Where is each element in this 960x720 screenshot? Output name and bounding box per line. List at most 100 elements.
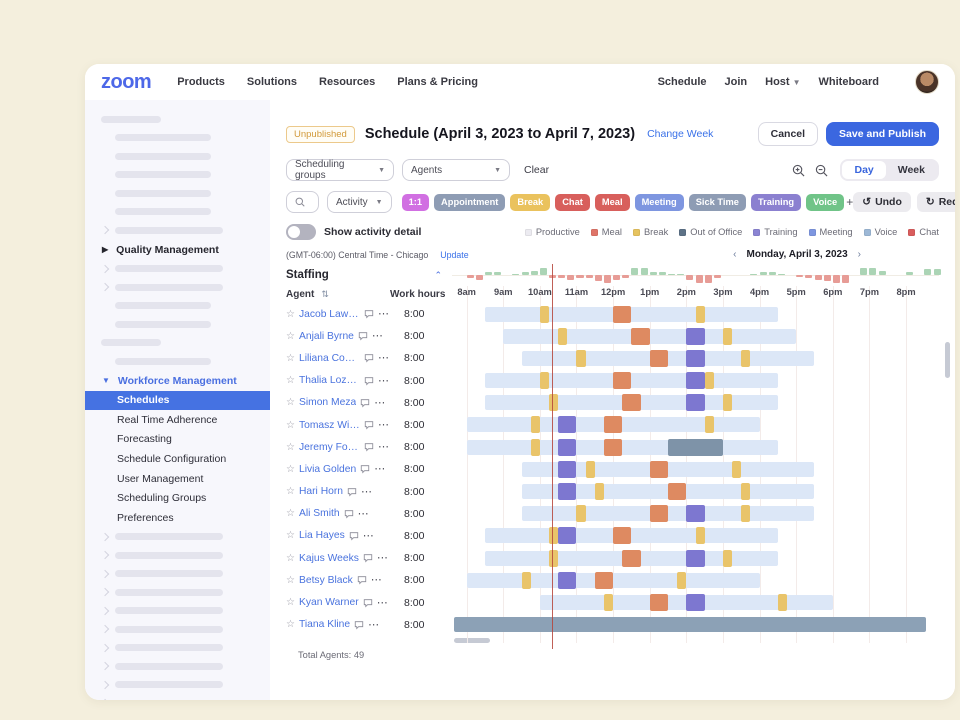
break-segment[interactable] <box>722 327 733 345</box>
training-segment[interactable] <box>686 349 705 367</box>
nav-link-schedule[interactable]: Schedule <box>657 76 707 88</box>
training-segment[interactable] <box>558 460 577 478</box>
break-segment[interactable] <box>704 372 714 390</box>
row-menu-icon[interactable]: ⋯ <box>370 574 383 586</box>
sidebar-item-user-management[interactable]: User Management <box>117 472 204 485</box>
break-segment[interactable] <box>741 349 751 367</box>
training-segment[interactable] <box>558 416 577 434</box>
shift-bar[interactable] <box>466 572 760 588</box>
week-tab[interactable]: Week <box>897 164 925 176</box>
table-row[interactable]: ☆ Ali Smith ⋯ 8:00 <box>286 503 939 525</box>
undo-button[interactable]: ↺ Undo <box>853 192 911 212</box>
row-menu-icon[interactable]: ⋯ <box>378 419 390 431</box>
agent-name-link[interactable]: Jacob Lawson <box>298 308 360 320</box>
sidebar-item-workforce-management[interactable]: ▼ Workforce Management <box>102 374 237 387</box>
table-row[interactable]: ☆ Jacob Lawson ⋯ 8:00 <box>286 303 939 325</box>
break-segment[interactable] <box>704 416 714 434</box>
star-icon[interactable]: ☆ <box>286 375 295 387</box>
star-icon[interactable]: ☆ <box>286 486 295 498</box>
timezone-update-link[interactable]: Update <box>440 249 469 260</box>
meal-segment[interactable] <box>603 438 623 456</box>
star-icon[interactable]: ☆ <box>286 530 295 542</box>
break-segment[interactable] <box>777 593 788 611</box>
break-segment[interactable] <box>695 305 705 323</box>
save-publish-button[interactable]: Save and Publish <box>826 122 939 146</box>
table-row[interactable]: ☆ Simon Meza ⋯ 8:00 <box>286 392 939 414</box>
training-segment[interactable] <box>686 593 705 611</box>
meal-segment[interactable] <box>649 593 669 611</box>
training-segment[interactable] <box>558 438 577 456</box>
user-avatar[interactable] <box>915 70 939 94</box>
chat-bubble-icon[interactable] <box>358 331 368 341</box>
chat-bubble-icon[interactable] <box>349 531 359 541</box>
next-day-icon[interactable]: › <box>857 249 861 260</box>
break-segment[interactable] <box>576 505 586 523</box>
meal-segment[interactable] <box>622 394 641 412</box>
break-segment[interactable] <box>603 593 614 611</box>
agent-name-link[interactable]: Hari Horn <box>298 486 344 498</box>
chat-bubble-icon[interactable] <box>347 487 357 497</box>
row-menu-icon[interactable]: ⋯ <box>361 486 374 498</box>
meal-segment[interactable] <box>622 549 641 567</box>
agent-name-link[interactable]: Jeremy Foster <box>298 441 360 453</box>
table-row[interactable]: ☆ Kajus Weeks ⋯ 8:00 <box>286 547 939 569</box>
break-segment[interactable] <box>722 394 733 412</box>
activity-tag-meeting[interactable]: Meeting <box>634 193 684 211</box>
meal-segment[interactable] <box>668 483 687 500</box>
table-row[interactable]: ☆ Tomasz Wise ⋯ 8:00 <box>286 414 939 436</box>
shift-bar[interactable] <box>484 528 778 544</box>
activity-tag-meal[interactable]: Meal <box>594 193 630 211</box>
table-row[interactable]: ☆ Livia Golden ⋯ 8:00 <box>286 458 939 480</box>
meal-segment[interactable] <box>631 327 650 345</box>
vertical-scrollbar[interactable] <box>945 342 950 378</box>
break-segment[interactable] <box>722 549 733 567</box>
agent-name-link[interactable]: Kajus Weeks <box>298 552 359 564</box>
chat-bubble-icon[interactable] <box>360 464 370 474</box>
break-segment[interactable] <box>741 483 751 500</box>
sidebar-item-forecasting[interactable]: Forecasting <box>117 433 172 446</box>
star-icon[interactable]: ☆ <box>286 330 295 342</box>
agent-name-link[interactable]: Tiana Kline <box>298 619 351 631</box>
cancel-button[interactable]: Cancel <box>757 122 819 146</box>
table-row[interactable]: ☆ Thalia Lozano ⋯ 8:00 <box>286 370 939 392</box>
star-icon[interactable]: ☆ <box>286 308 295 320</box>
agent-name-link[interactable]: Simon Meza <box>298 397 357 409</box>
table-row[interactable]: ☆ Tiana Kline ⋯ 8:00 <box>286 614 939 636</box>
nav-link-plans-pricing[interactable]: Plans & Pricing <box>397 76 478 88</box>
star-icon[interactable]: ☆ <box>286 441 295 453</box>
nav-link-join[interactable]: Join <box>724 76 748 88</box>
activity-tag-sick-time[interactable]: Sick Time <box>688 193 746 211</box>
sort-icon[interactable]: ⇅ <box>321 289 329 299</box>
meal-segment[interactable] <box>649 349 669 367</box>
table-row[interactable]: ☆ Hari Horn ⋯ 8:00 <box>286 481 939 503</box>
agent-name-link[interactable]: Anjali Byrne <box>298 330 354 342</box>
star-icon[interactable]: ☆ <box>286 352 295 364</box>
activity-tag-1-1[interactable]: 1:1 <box>401 193 430 211</box>
zoom-logo[interactable]: zoom <box>101 70 152 93</box>
break-segment[interactable] <box>732 460 742 478</box>
row-menu-icon[interactable]: ⋯ <box>368 619 381 631</box>
day-tab[interactable]: Day <box>842 161 886 179</box>
nav-link-solutions[interactable]: Solutions <box>246 76 298 88</box>
training-segment[interactable] <box>686 372 705 390</box>
chat-bubble-icon[interactable] <box>364 442 374 452</box>
star-icon[interactable]: ☆ <box>286 419 295 431</box>
chat-bubble-icon[interactable] <box>364 353 374 363</box>
shift-bar[interactable] <box>484 373 778 389</box>
break-segment[interactable] <box>549 527 559 545</box>
training-segment[interactable] <box>558 527 577 545</box>
full_oof-segment[interactable] <box>453 617 927 633</box>
break-segment[interactable] <box>558 327 568 345</box>
row-menu-icon[interactable]: ⋯ <box>376 552 389 564</box>
break-segment[interactable] <box>539 372 550 390</box>
agent-name-link[interactable]: Liliana Cooper <box>298 352 360 364</box>
activity-tag-voice[interactable]: Voice <box>806 193 845 211</box>
chat-bubble-icon[interactable] <box>344 509 354 519</box>
collapse-staffing-icon[interactable]: ⌃ <box>434 269 442 280</box>
row-menu-icon[interactable]: ⋯ <box>357 508 370 520</box>
star-icon[interactable]: ☆ <box>286 397 295 409</box>
row-menu-icon[interactable]: ⋯ <box>374 397 387 409</box>
table-row[interactable]: ☆ Jeremy Foster ⋯ 8:00 <box>286 436 939 458</box>
activity-tag-chat[interactable]: Chat <box>555 193 590 211</box>
row-menu-icon[interactable]: ⋯ <box>376 597 389 609</box>
